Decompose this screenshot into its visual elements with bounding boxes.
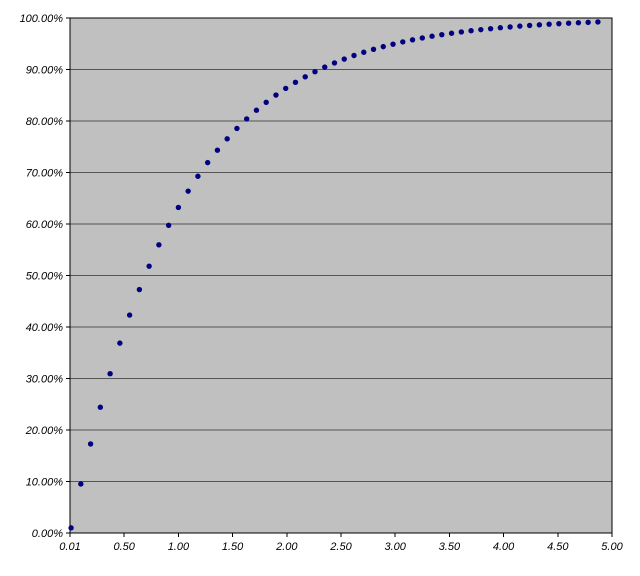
data-point xyxy=(517,23,523,29)
x-tick-label: 3.50 xyxy=(439,541,461,553)
data-point xyxy=(458,29,465,35)
x-tick-label: 2.00 xyxy=(275,541,298,553)
data-point xyxy=(322,64,328,70)
data-point xyxy=(380,43,386,50)
data-point xyxy=(361,49,367,55)
data-point xyxy=(146,263,152,269)
data-point xyxy=(214,147,221,153)
data-point xyxy=(312,69,318,75)
data-point xyxy=(165,222,172,228)
data-point xyxy=(273,92,279,98)
y-tick-label: 80.00% xyxy=(26,116,64,128)
y-tick-label: 60.00% xyxy=(26,219,64,231)
data-point xyxy=(78,481,84,487)
data-point xyxy=(429,33,435,39)
data-point xyxy=(390,41,396,47)
data-point xyxy=(341,56,347,62)
x-tick-label: 0.50 xyxy=(113,541,135,553)
y-tick-label: 30.00% xyxy=(26,374,64,386)
x-tick-label: 4.00 xyxy=(493,541,515,553)
data-point xyxy=(478,26,484,33)
y-tick-label: 100.00% xyxy=(20,13,64,25)
data-point xyxy=(556,20,562,27)
data-point xyxy=(195,173,201,179)
data-point xyxy=(126,312,133,318)
y-tick-label: 40.00% xyxy=(26,322,64,334)
data-point xyxy=(87,441,94,447)
data-point xyxy=(526,22,533,29)
data-point xyxy=(487,25,494,32)
x-tick-label: 2.50 xyxy=(329,541,352,553)
data-point xyxy=(468,28,474,34)
data-point xyxy=(302,74,308,80)
x-tick-label: 3.00 xyxy=(384,541,406,553)
data-point xyxy=(585,19,591,26)
data-point xyxy=(536,22,543,28)
data-point xyxy=(204,159,211,166)
data-point xyxy=(370,46,377,53)
data-point xyxy=(156,242,162,248)
y-tick-label: 50.00% xyxy=(26,271,64,283)
data-point xyxy=(400,39,406,45)
data-point xyxy=(595,19,601,25)
data-point xyxy=(175,204,182,211)
data-point xyxy=(263,99,269,106)
data-point xyxy=(253,107,260,113)
data-point xyxy=(565,20,572,26)
data-point xyxy=(107,371,113,377)
data-point xyxy=(234,125,240,132)
data-point xyxy=(546,21,552,27)
y-tick-label: 10.00% xyxy=(26,477,64,489)
data-point xyxy=(136,286,143,293)
data-point xyxy=(331,60,338,66)
data-point xyxy=(575,20,582,26)
data-point xyxy=(497,25,504,31)
y-tick-label: 70.00% xyxy=(26,168,64,180)
data-point xyxy=(68,525,74,531)
data-point xyxy=(185,188,191,194)
y-tick-label: 20.00% xyxy=(25,425,64,437)
x-tick-label: 5.00 xyxy=(601,541,623,553)
data-point xyxy=(97,404,104,410)
data-point xyxy=(283,85,289,92)
data-point xyxy=(243,116,250,122)
data-point xyxy=(117,340,123,346)
data-point xyxy=(439,31,445,38)
data-point xyxy=(351,52,357,59)
y-tick-label: 0.00% xyxy=(32,528,63,540)
data-point xyxy=(448,30,455,36)
x-tick-label: 4.50 xyxy=(547,541,569,553)
x-tick-label: 0.01 xyxy=(59,541,80,553)
data-point xyxy=(507,24,513,30)
y-tick-label: 90.00% xyxy=(26,65,64,77)
x-tick-label: 1.00 xyxy=(168,541,190,553)
x-tick-label: 1.50 xyxy=(222,541,244,553)
data-point xyxy=(409,37,416,43)
data-point xyxy=(224,136,230,142)
data-point xyxy=(292,79,299,86)
data-point xyxy=(419,35,425,41)
